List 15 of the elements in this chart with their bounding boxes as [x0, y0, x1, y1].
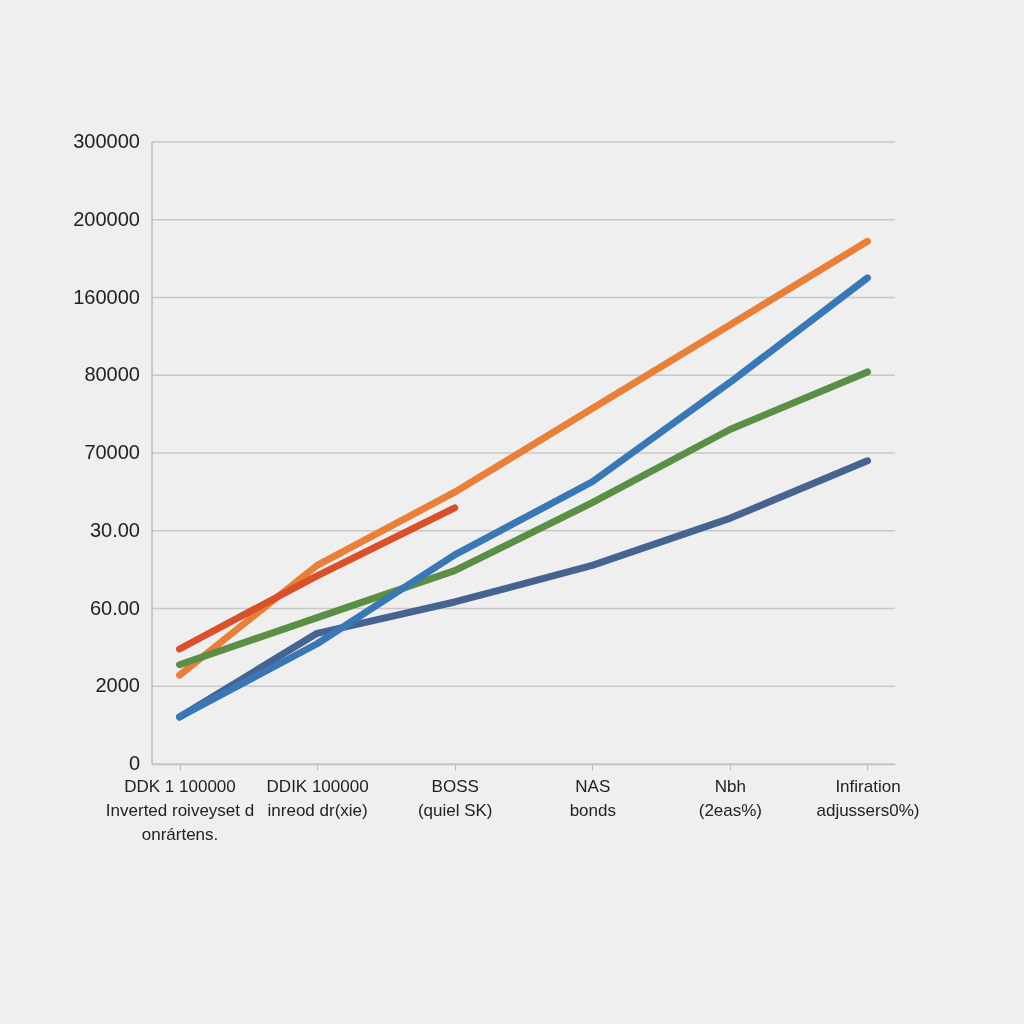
x-tick-label: NAS bonds — [569, 776, 616, 820]
text: 2000 — [95, 674, 140, 697]
x-tick-label: BOSS (quiel SK) — [417, 776, 493, 820]
text: 160000 — [73, 285, 140, 308]
text: 70000 — [84, 441, 140, 463]
text: 200000 — [73, 207, 140, 230]
text: 0 — [128, 752, 140, 774]
x-tick-label: DDIK 100000 inreod dr(xie) — [266, 776, 369, 820]
text: 60.00 — [89, 596, 140, 619]
x-tick-label: Nbh (2eas%) — [698, 776, 763, 820]
x-tick-label: Infiration adjussers0%) — [816, 776, 920, 820]
text: 30.00 — [89, 518, 140, 541]
text: 300000 — [73, 130, 140, 152]
x-tick-label: DDK 1 100000 Inverted roiveyset d onrártens. — [105, 776, 255, 844]
text: 80000 — [84, 363, 140, 386]
